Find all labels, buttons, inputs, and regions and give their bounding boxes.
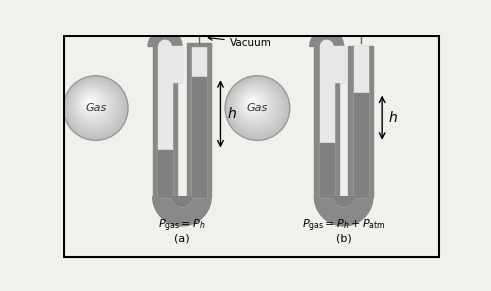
Ellipse shape [65, 78, 125, 137]
Ellipse shape [74, 86, 112, 125]
Ellipse shape [84, 96, 97, 109]
Ellipse shape [240, 90, 268, 119]
Ellipse shape [76, 88, 109, 122]
Ellipse shape [238, 88, 271, 122]
Polygon shape [172, 197, 192, 207]
Ellipse shape [228, 79, 285, 136]
Ellipse shape [249, 100, 254, 105]
Polygon shape [310, 29, 344, 47]
Ellipse shape [85, 97, 95, 108]
Polygon shape [334, 197, 354, 207]
Ellipse shape [70, 82, 119, 131]
Text: (a): (a) [174, 234, 190, 244]
Text: $P_\mathrm{gas} = P_h$: $P_\mathrm{gas} = P_h$ [158, 218, 206, 234]
Ellipse shape [83, 95, 99, 111]
Ellipse shape [231, 82, 280, 131]
Text: Vacuum: Vacuum [208, 36, 272, 48]
Ellipse shape [243, 93, 263, 114]
Ellipse shape [82, 94, 100, 112]
Ellipse shape [78, 90, 107, 119]
Ellipse shape [79, 91, 105, 117]
Ellipse shape [69, 81, 120, 133]
Ellipse shape [235, 86, 274, 125]
Ellipse shape [245, 95, 260, 111]
Ellipse shape [71, 83, 117, 129]
Ellipse shape [63, 76, 128, 141]
Polygon shape [334, 197, 354, 207]
Polygon shape [314, 197, 373, 226]
Ellipse shape [239, 89, 270, 120]
Ellipse shape [226, 77, 288, 139]
Ellipse shape [88, 101, 91, 103]
Ellipse shape [247, 97, 257, 108]
Polygon shape [148, 29, 182, 47]
Polygon shape [159, 40, 171, 47]
Ellipse shape [233, 84, 277, 128]
Ellipse shape [67, 80, 122, 134]
Ellipse shape [87, 100, 92, 105]
Ellipse shape [77, 89, 108, 120]
Ellipse shape [230, 81, 282, 133]
Ellipse shape [80, 92, 103, 116]
Ellipse shape [232, 83, 279, 129]
Ellipse shape [81, 93, 102, 114]
Ellipse shape [64, 77, 127, 139]
Polygon shape [321, 40, 333, 47]
Ellipse shape [241, 91, 267, 117]
Text: Gas: Gas [247, 103, 268, 113]
Ellipse shape [234, 85, 276, 126]
Ellipse shape [227, 78, 287, 137]
Ellipse shape [75, 87, 111, 123]
Ellipse shape [229, 80, 283, 134]
Ellipse shape [86, 98, 94, 106]
Ellipse shape [242, 92, 265, 116]
Ellipse shape [72, 84, 116, 128]
Text: Gas: Gas [85, 103, 107, 113]
Ellipse shape [246, 96, 259, 109]
Polygon shape [172, 197, 192, 207]
Text: $P_\mathrm{gas} = P_h + P_\mathrm{atm}$: $P_\mathrm{gas} = P_h + P_\mathrm{atm}$ [302, 218, 385, 234]
Ellipse shape [250, 101, 252, 103]
Ellipse shape [248, 98, 256, 106]
Ellipse shape [244, 94, 262, 112]
Text: $h$: $h$ [388, 110, 398, 125]
Text: (b): (b) [336, 234, 352, 244]
Polygon shape [153, 197, 211, 226]
Ellipse shape [73, 85, 114, 126]
Ellipse shape [225, 76, 290, 141]
Text: $h$: $h$ [227, 106, 237, 121]
Ellipse shape [66, 79, 123, 136]
Ellipse shape [237, 87, 273, 123]
